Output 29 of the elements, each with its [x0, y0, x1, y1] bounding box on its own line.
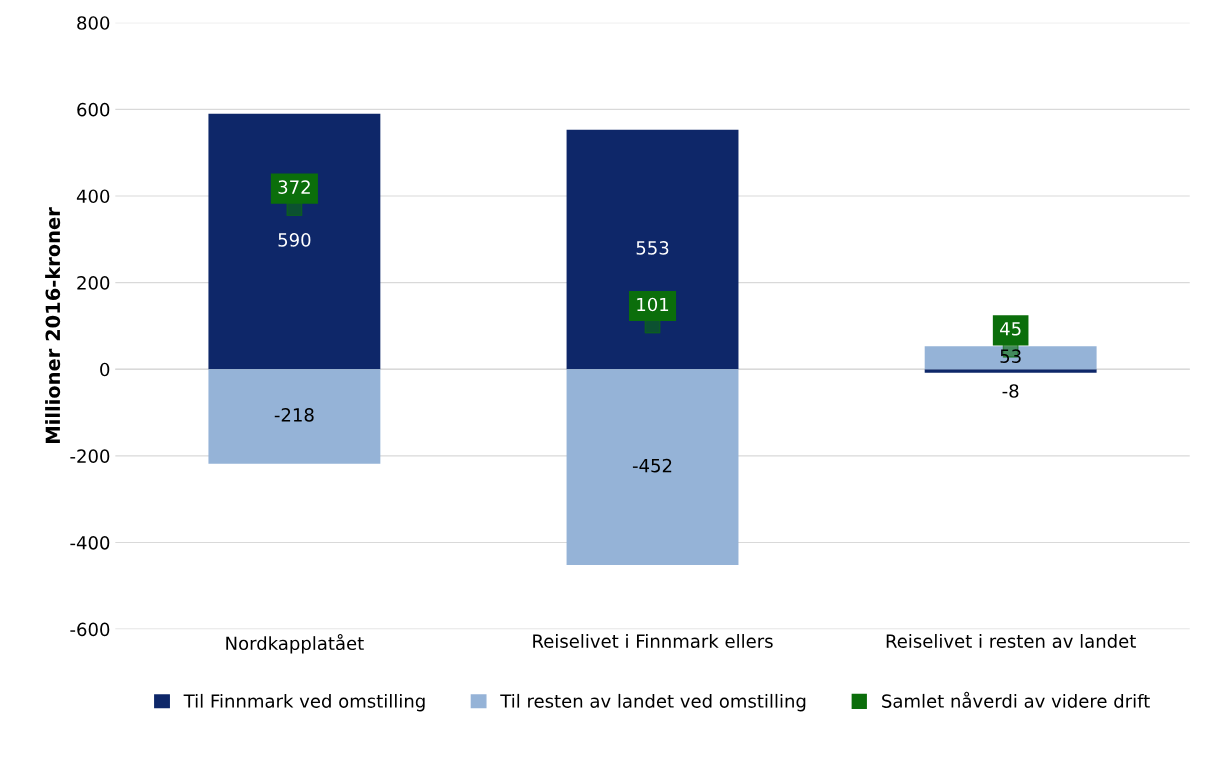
y-tick-label: 800: [77, 16, 110, 30]
legend-label: Til resten av landet ved omstilling: [500, 693, 806, 712]
y-tick-label: 600: [77, 102, 110, 117]
y-tick-label: 200: [77, 276, 110, 290]
bar: [208, 113, 381, 370]
data-label: -452: [632, 458, 672, 473]
legend-label: Samlet nåverdi av videre drift: [882, 691, 1150, 708]
x-tick-label: Reiselivet i resten av landet: [886, 634, 1136, 648]
data-label: 590: [278, 233, 311, 247]
x-tick-label: Nordkapplatået: [226, 634, 364, 654]
y-tick-label: -600: [70, 622, 110, 637]
data-label: 553: [636, 241, 669, 255]
legend-label: Til Finnmark ved omstilling: [183, 693, 425, 712]
bar: [566, 129, 739, 370]
x-tick-label: Reiselivet i Finnmark ellers: [533, 634, 773, 648]
y-tick-label: -200: [70, 449, 110, 463]
data-label: 372: [278, 180, 310, 194]
y-axis-title: Millioner 2016-kroner: [45, 207, 61, 443]
y-tick-label: 0: [100, 362, 110, 377]
bar: [924, 369, 1097, 373]
bar: [566, 369, 739, 566]
data-label: 45: [1000, 322, 1021, 336]
data-label: 101: [637, 297, 669, 312]
bar: [208, 369, 381, 464]
data-label: -8: [1002, 384, 1019, 398]
bar: [924, 346, 1097, 370]
y-tick-label: -400: [70, 535, 110, 550]
data-label: -218: [274, 408, 314, 422]
y-tick-label: 400: [76, 189, 110, 204]
